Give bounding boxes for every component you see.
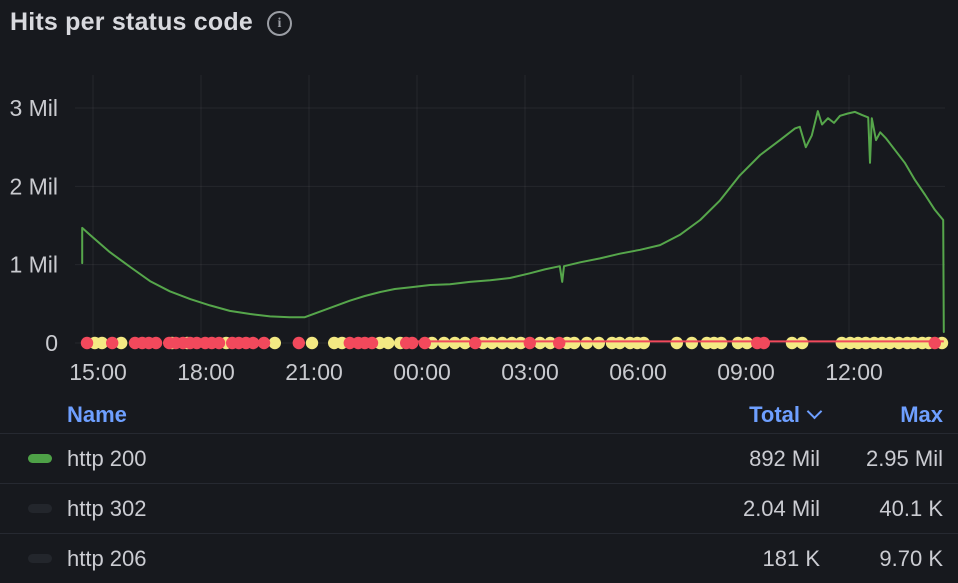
series-point-http-302 xyxy=(485,336,499,350)
y-axis-tick-label: 2 Mil xyxy=(9,173,58,199)
series-toggle-http-200[interactable]: http 200 xyxy=(28,446,660,472)
series-name: http 302 xyxy=(67,495,147,521)
info-circle-icon[interactable]: i xyxy=(266,11,292,36)
series-point-http-302 xyxy=(505,336,518,350)
series-point-http-206 xyxy=(418,336,431,350)
series-point-http-302 xyxy=(514,336,527,350)
series-point-http-302 xyxy=(613,336,626,350)
x-axis-tick-label: 21:00 xyxy=(285,359,343,385)
series-toggle-http-206[interactable]: http 206 xyxy=(28,546,660,572)
y-axis-tick-label: 3 Mil xyxy=(9,95,58,121)
series-point-http-206 xyxy=(928,336,941,350)
x-axis-tick-label: 18:00 xyxy=(177,359,235,385)
series-point-http-206 xyxy=(149,336,163,350)
series-total: 181 K xyxy=(762,545,821,571)
series-point-http-302 xyxy=(496,336,509,350)
series-swatch xyxy=(28,504,52,513)
series-point-http-302 xyxy=(715,336,728,350)
series-point-http-302 xyxy=(592,336,605,350)
x-axis-tick-label: 15:00 xyxy=(69,359,127,385)
x-axis-tick-label: 09:00 xyxy=(717,359,775,385)
legend-row: http 302 2.04 Mil 40.1 K xyxy=(0,483,958,533)
x-axis-tick-label: 12:00 xyxy=(825,359,883,385)
series-point-http-302 xyxy=(544,336,557,350)
series-swatch xyxy=(28,554,52,563)
chart-canvas[interactable]: 0 1 Mil 2 Mil 3 Mil 15:00 18:00 21:00 00:00 03:0… xyxy=(0,0,958,396)
series-point-http-302 xyxy=(785,336,799,350)
legend-header-total[interactable]: Total xyxy=(660,401,823,428)
legend-table: Name Total Max http 200 892 Mil 2.95 Mil… xyxy=(0,396,958,583)
series-point-http-302 xyxy=(731,336,745,350)
series-point-http-302 xyxy=(382,336,395,350)
series-point-http-302 xyxy=(115,336,128,350)
series-point-http-206 xyxy=(757,336,770,350)
series-point-http-302 xyxy=(637,336,650,350)
series-point-http-302 xyxy=(95,336,109,350)
series-point-http-302 xyxy=(685,336,698,350)
series-point-http-206 xyxy=(365,336,379,350)
grafana-panel: Hits per status code i 0 1 Mil 2 Mil 3 Mil 1… xyxy=(0,0,958,571)
legend-row: http 200 892 Mil 2.95 Mil xyxy=(0,433,958,483)
series-point-http-302 xyxy=(796,336,809,350)
series-line-http-200 xyxy=(81,110,945,333)
series-point-http-302 xyxy=(670,336,683,350)
series-point-http-302 xyxy=(448,336,461,350)
series-point-http-302 xyxy=(305,336,319,350)
panel-header: Hits per status code i xyxy=(10,8,292,37)
x-axis-tick-label: 00:00 xyxy=(393,359,451,385)
legend-header-name[interactable]: Name xyxy=(67,401,127,427)
series-point-http-302 xyxy=(437,336,451,350)
series-point-http-206 xyxy=(106,336,119,350)
series-swatch xyxy=(28,454,52,463)
series-point-http-206 xyxy=(406,336,419,350)
y-axis-tick-label: 0 xyxy=(45,330,58,356)
series-name: http 206 xyxy=(67,545,147,571)
x-axis-tick-label: 06:00 xyxy=(609,359,667,385)
series-point-http-206 xyxy=(247,336,260,350)
series-point-http-206 xyxy=(257,336,271,350)
series-point-http-206 xyxy=(469,336,482,350)
series-point-http-302 xyxy=(458,336,472,350)
series-point-http-302 xyxy=(580,336,593,350)
series-point-http-302 xyxy=(883,336,896,350)
series-point-http-206 xyxy=(80,336,94,350)
y-axis-tick-label: 1 Mil xyxy=(9,252,58,278)
legend-header-max[interactable]: Max xyxy=(900,401,943,427)
legend-header-total-label: Total xyxy=(749,401,800,427)
series-point-http-302 xyxy=(740,336,754,350)
legend-row: http 206 181 K 9.70 K xyxy=(0,533,958,583)
series-point-http-206 xyxy=(212,336,226,350)
series-max: 9.70 K xyxy=(879,545,943,571)
series-total: 2.04 Mil xyxy=(742,495,820,521)
panel-title: Hits per status code xyxy=(10,8,253,36)
legend-header: Name Total Max xyxy=(0,396,958,433)
series-point-http-206 xyxy=(292,336,305,350)
series-max: 40.1 K xyxy=(879,495,943,521)
series-point-http-206 xyxy=(553,336,566,350)
x-axis-tick-label: 03:00 xyxy=(501,359,559,385)
series-total: 892 Mil xyxy=(749,445,820,471)
series-point-http-302 xyxy=(268,336,281,350)
time-series-chart[interactable]: 0 1 Mil 2 Mil 3 Mil 15:00 18:00 21:00 00:00 03:0… xyxy=(0,0,958,396)
series-name: http 200 xyxy=(67,445,147,471)
series-max: 2.95 Mil xyxy=(865,445,943,471)
series-toggle-http-302[interactable]: http 302 xyxy=(28,496,660,522)
series-point-http-302 xyxy=(533,336,547,350)
series-point-http-302 xyxy=(568,336,581,350)
series-point-http-206 xyxy=(523,336,536,350)
